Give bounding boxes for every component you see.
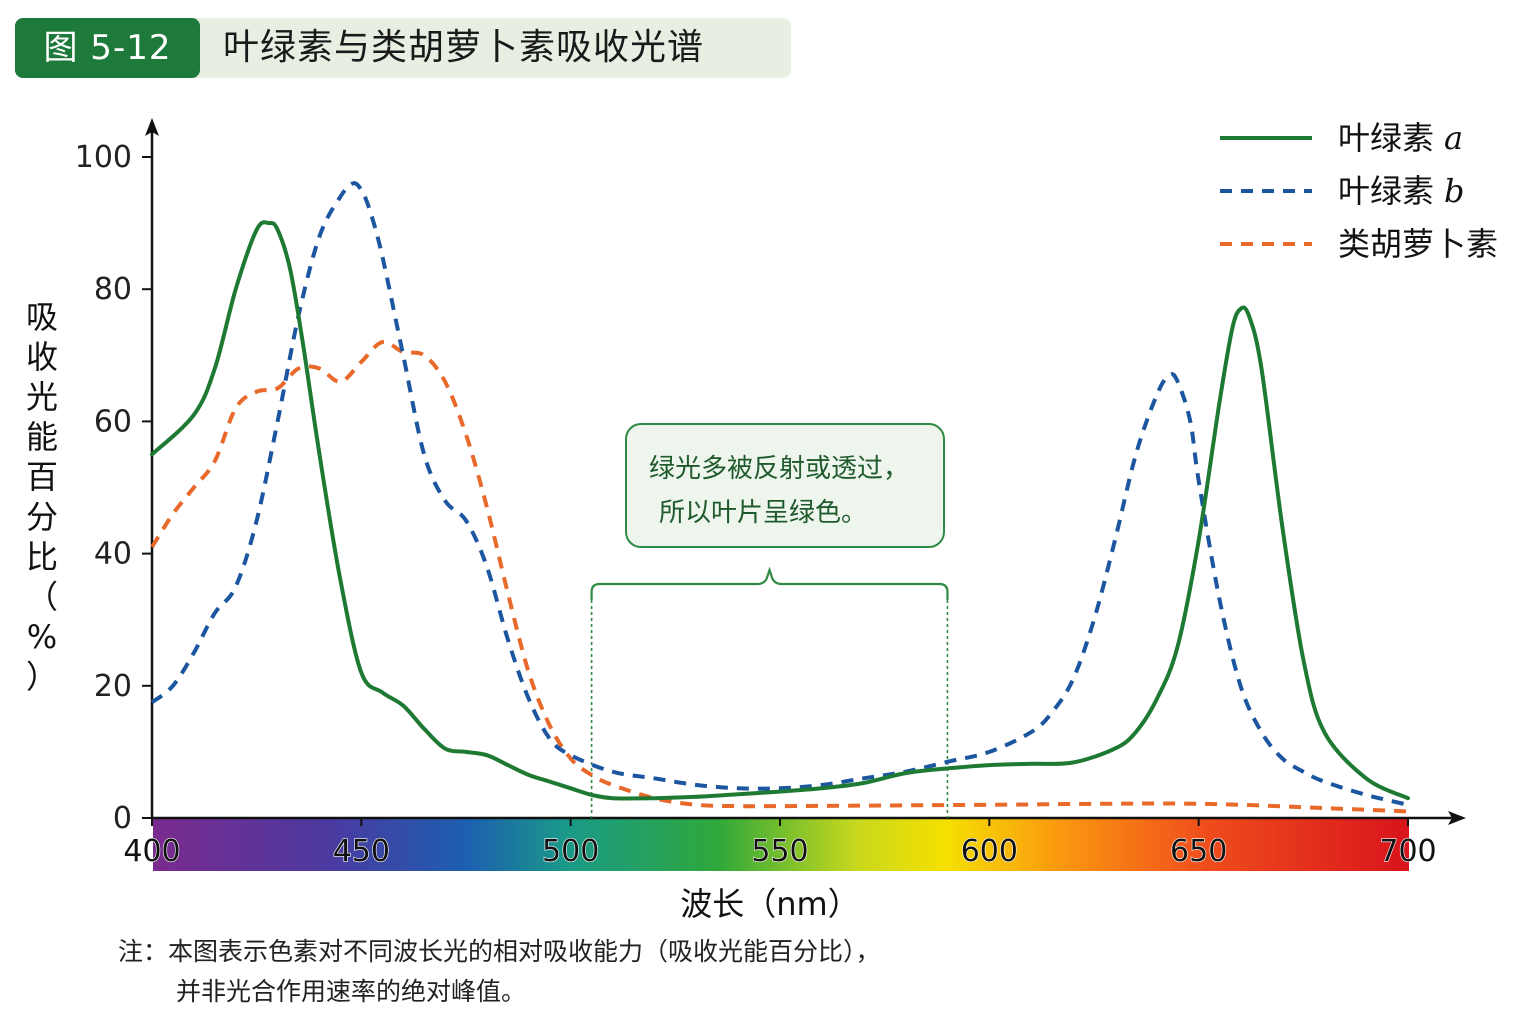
legend-carotenoid-label: 类胡萝卜素 [1338, 225, 1498, 263]
x-tick-label: 450 [333, 834, 390, 869]
x-axis-arrow [1448, 811, 1466, 825]
y-tick-label: 40 [94, 537, 132, 572]
y-axis-title: 吸收光能百分比（%） [26, 298, 58, 696]
y-axis-arrow [145, 118, 159, 136]
y-tick-label: 0 [113, 801, 132, 836]
x-tick-label: 400 [123, 834, 180, 869]
y-tick-label: 20 [94, 669, 132, 704]
y-tick-label: 60 [94, 404, 132, 439]
green-light-callout: 绿光多被反射或透过， 所以叶片呈绿色。 [625, 423, 945, 548]
callout-line-2: 所以叶片呈绿色。 [659, 498, 868, 528]
series-chlorophyll-a-line [150, 220, 1410, 801]
green-region-brace [590, 566, 949, 600]
callout-line-1: 绿光多被反射或透过， [649, 454, 910, 484]
y-tick-label: 100 [75, 140, 132, 175]
y-tick-label: 80 [94, 272, 132, 307]
x-axis-title: 波长（nm） [680, 885, 859, 923]
x-tick-label: 600 [961, 834, 1018, 869]
x-tick-label: 550 [751, 834, 808, 869]
footnote-line-1: 注：本图表示色素对不同波长光的相对吸收能力（吸收光能百分比）， [118, 937, 881, 966]
figure-header: 图 5-12 叶绿素与类胡萝卜素吸收光谱 [15, 18, 791, 78]
series-carotenoid-line [150, 339, 1409, 814]
x-tick-label: 650 [1170, 834, 1227, 869]
series-chlorophyll-b-line [150, 181, 1409, 807]
spectrum-bar [153, 819, 1409, 871]
footnote-line-2: 并非光合作用速率的绝对峰值。 [176, 977, 527, 1006]
x-tick-label: 700 [1379, 834, 1436, 869]
figure-number: 图 5-12 [15, 18, 200, 78]
legend-chlorophyll-b-label: 叶绿素 b [1338, 172, 1465, 210]
legend-chlorophyll-a-label: 叶绿素 a [1338, 119, 1463, 157]
figure-title: 叶绿素与类胡萝卜素吸收光谱 [223, 27, 705, 68]
footnote: 注：本图表示色素对不同波长光的相对吸收能力（吸收光能百分比）， 并非光合作用速率… [118, 932, 881, 1012]
x-tick-label: 500 [542, 834, 599, 869]
